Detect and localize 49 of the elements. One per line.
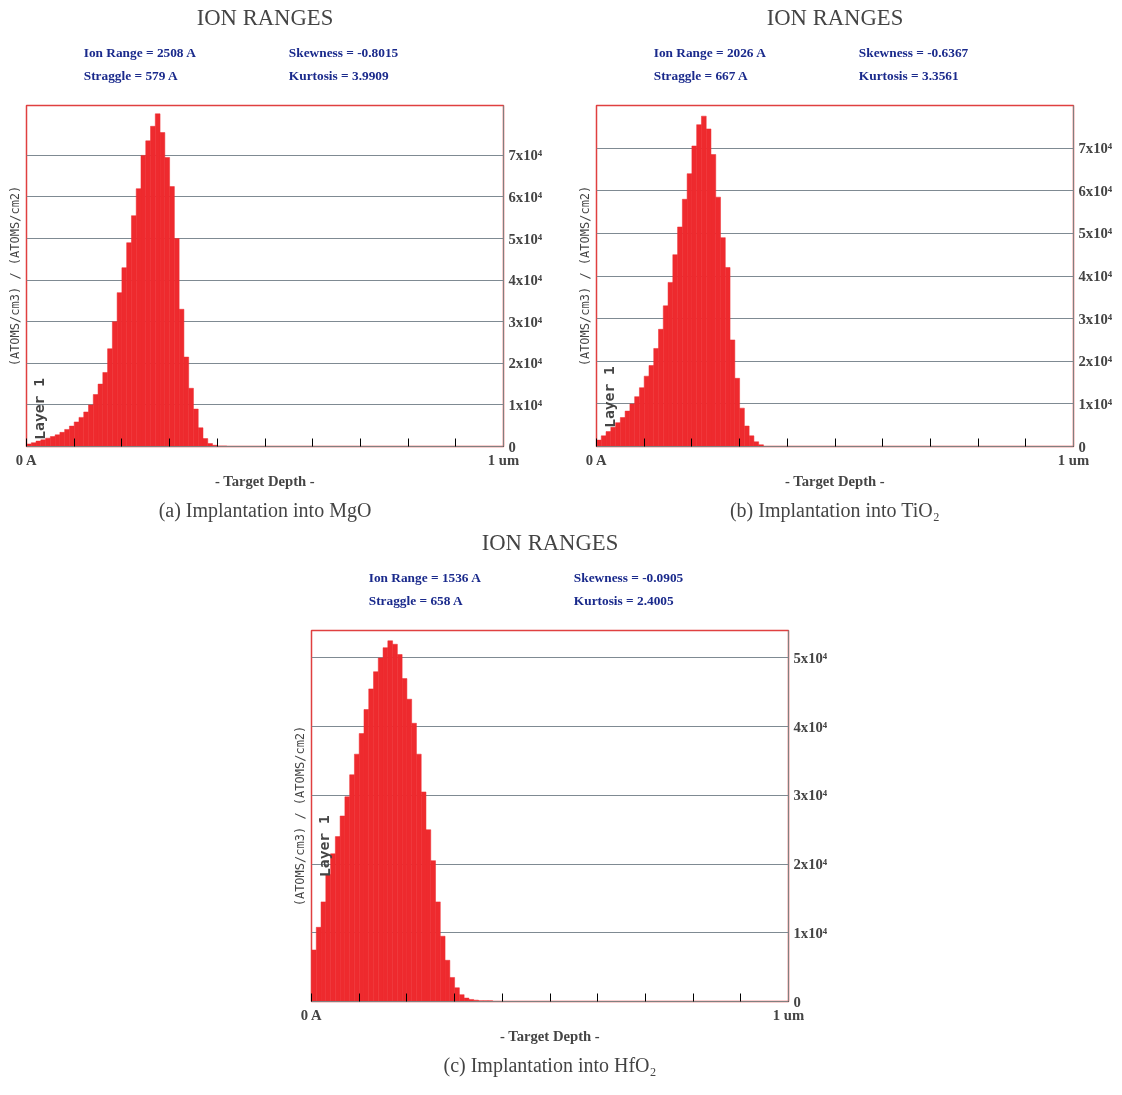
y-tick-label: 1x10⁴: [793, 924, 828, 941]
text: Skewness = -0.0905: [573, 570, 684, 585]
y-tick-label: 5x10⁴: [793, 649, 828, 666]
text: Ion Range = 1536 A: [368, 570, 482, 585]
chart-title: ION RANGES: [766, 4, 904, 30]
text: Ion Range = 2026 A: [653, 45, 767, 60]
annotation: Layer 1: [30, 377, 48, 440]
y-tick-label: 2x10⁴: [793, 856, 828, 873]
y-tick-label: 7x10⁴: [508, 147, 543, 164]
annotation: Layer 1: [315, 815, 333, 877]
text: Kurtosis = 3.3561: [858, 67, 959, 83]
x-tick-label: 0 A: [585, 451, 607, 468]
y-tick-label: 4x10⁴: [508, 272, 543, 289]
y-axis-title: (ATOMS/cm3) / (ATOMS/cm2): [577, 185, 592, 367]
y-tick-label: 2x10⁴: [1078, 353, 1113, 370]
y-tick-label: 1x10⁴: [508, 396, 543, 413]
text: (a) Implantation into MgO: [158, 498, 372, 522]
y-tick-label: 5x10⁴: [1078, 225, 1113, 242]
y-axis-title: (ATOMS/cm3) / (ATOMS/cm2): [292, 725, 307, 907]
text: Straggle = 579 A: [83, 67, 178, 83]
x-tick-label: 0 A: [300, 1006, 322, 1023]
y-tick-label: 5x10⁴: [508, 230, 543, 247]
text: Kurtosis = 2.4005: [573, 592, 674, 608]
text: Kurtosis = 3.9909: [288, 67, 389, 83]
text: Ion Range = 2508 A: [83, 45, 197, 60]
x-tick-label: 0 A: [15, 451, 37, 468]
text: Straggle = 667 A: [653, 67, 748, 83]
y-tick-label: 2x10⁴: [508, 355, 543, 372]
chart-title: ION RANGES: [481, 529, 619, 555]
text: Skewness = -0.8015: [288, 45, 399, 60]
x-axis-title: - Target Depth -: [215, 472, 315, 489]
chart-title: ION RANGES: [196, 4, 334, 30]
x-axis-title: - Target Depth -: [785, 472, 885, 489]
text: Straggle = 658 A: [368, 592, 463, 608]
y-tick-label: 7x10⁴: [1078, 140, 1113, 157]
text: (b) Implantation into TiO₂: [729, 498, 940, 522]
y-tick-label: 3x10⁴: [508, 313, 543, 330]
y-tick-label: 6x10⁴: [1078, 182, 1113, 199]
y-tick-label: 4x10⁴: [1078, 268, 1113, 284]
y-tick-label: 3x10⁴: [1078, 310, 1113, 327]
y-tick-label: 3x10⁴: [793, 787, 828, 804]
annotation: Layer 1: [600, 365, 618, 428]
text: (c) Implantation into HfO₂: [443, 1053, 657, 1077]
y-tick-label: 6x10⁴: [508, 188, 543, 205]
y-tick-label: 1x10⁴: [1078, 395, 1113, 412]
x-axis-title: - Target Depth -: [500, 1027, 600, 1044]
text: Skewness = -0.6367: [858, 45, 969, 60]
y-axis-title: (ATOMS/cm3) / (ATOMS/cm2): [7, 185, 22, 367]
y-tick-label: 4x10⁴: [793, 718, 828, 735]
